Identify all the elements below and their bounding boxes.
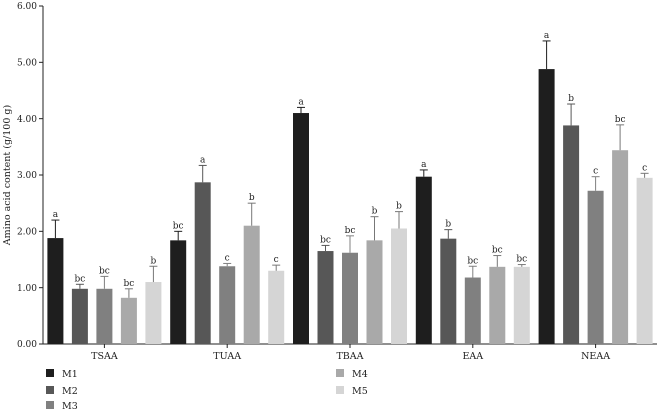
significance-label: b (249, 193, 255, 203)
significance-label: c (642, 163, 647, 173)
significance-label: a (200, 155, 206, 165)
bar-m2-tsaa (71, 288, 88, 344)
bar-m4-tsaa (120, 297, 137, 344)
significance-label: bc (516, 255, 527, 265)
bar-m3-tuaa (219, 266, 236, 344)
significance-label: b (568, 94, 574, 104)
significance-label: b (445, 220, 451, 230)
legend-swatch-m1 (46, 369, 54, 377)
significance-label: c (225, 253, 230, 263)
bar-m3-tbaa (342, 252, 358, 344)
bar-m5-tbaa (391, 228, 407, 344)
y-axis: 0.00 1.00 2.00 3.00 4.00 5.00 6.00 (17, 2, 44, 350)
legend-label-m1: M1 (62, 369, 78, 380)
bar-m2-tuaa (194, 182, 211, 344)
legend-swatch-m4 (336, 369, 344, 377)
significance-label: bc (345, 226, 356, 236)
significance-label: a (53, 210, 59, 220)
bar-m2-tbaa (317, 251, 334, 344)
bar-m5-tuaa (268, 270, 285, 344)
x-tick-label: EAA (462, 351, 483, 362)
y-tick-label: 4.00 (17, 115, 37, 125)
significance-label: b (396, 202, 402, 212)
significance-label: a (298, 97, 304, 107)
y-tick-label: 6.00 (17, 2, 37, 12)
y-tick-label: 3.00 (17, 171, 37, 181)
significance-label: bc (173, 221, 184, 231)
y-tick-label: 5.00 (17, 59, 37, 69)
legend-swatch-m2 (46, 386, 54, 394)
bar-m4-eaa (489, 266, 506, 344)
bar-m4-neaa (612, 150, 629, 344)
bar-m5-neaa (636, 177, 653, 344)
significance-label: bc (615, 115, 626, 125)
bar-m3-eaa (464, 277, 481, 344)
legend: M1 M2 M3 M4 M5 (46, 369, 368, 412)
x-tick-label: NEAA (581, 351, 610, 362)
y-axis-title: Amino acid content (g/100 g) (2, 105, 13, 246)
legend-swatch-m5 (336, 386, 344, 394)
bar-m5-eaa (513, 266, 530, 344)
significance-label: bc (99, 266, 110, 276)
significance-label: c (593, 167, 598, 177)
x-tick-label: TSAA (91, 351, 118, 362)
significance-label: bc (123, 279, 134, 289)
bar-m3-neaa (587, 190, 604, 344)
bar-m1-tuaa (170, 240, 187, 344)
significance-label: bc (492, 246, 503, 256)
bar-m4-tbaa (366, 240, 383, 344)
x-tick-label: TUAA (213, 351, 241, 362)
legend-label-m4: M4 (352, 369, 368, 380)
bar-m4-tuaa (243, 225, 260, 344)
significance-label: bc (320, 235, 331, 245)
bar-m2-eaa (440, 238, 457, 344)
legend-label-m2: M2 (62, 386, 78, 397)
x-tick-label: TBAA (336, 351, 363, 362)
bar-m2-neaa (563, 125, 580, 344)
y-tick-label: 2.00 (17, 228, 37, 238)
significance-label: b (372, 207, 378, 217)
significance-label: bc (467, 256, 478, 266)
significance-label: c (274, 255, 279, 265)
legend-label-m3: M3 (62, 401, 78, 412)
bar-m1-eaa (415, 176, 432, 344)
legend-label-m5: M5 (352, 386, 368, 397)
y-tick-label: 1.00 (17, 284, 37, 294)
bar-m1-tsaa (47, 238, 64, 344)
bar-m5-tsaa (145, 282, 162, 344)
bar-m1-neaa (538, 69, 555, 345)
bar-m1-tbaa (293, 113, 309, 345)
bar-m3-tsaa (96, 288, 113, 344)
x-axis: TSAA TUAA TBAA EAA NEAA (43, 343, 657, 362)
significance-label: a (421, 160, 427, 170)
significance-label: a (544, 31, 550, 41)
legend-swatch-m3 (46, 401, 54, 409)
y-tick-label: 0.00 (17, 340, 37, 350)
significance-label: bc (74, 274, 85, 284)
significance-label: b (151, 256, 157, 266)
